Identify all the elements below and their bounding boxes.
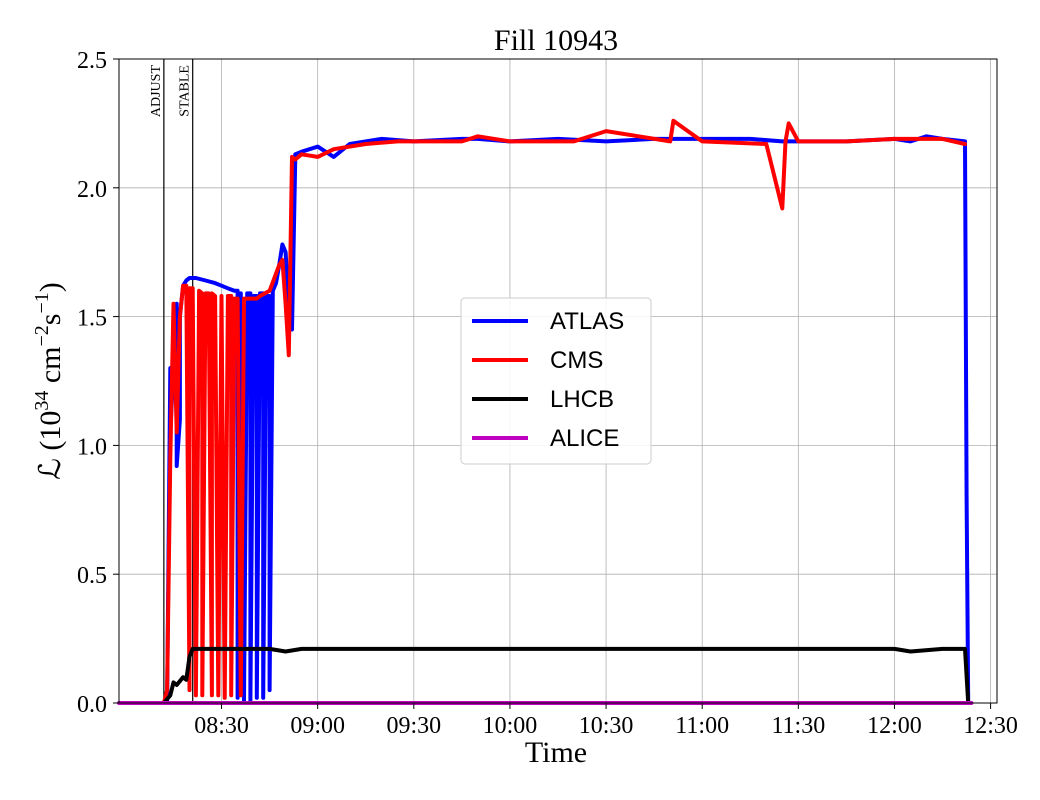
y-label-exp2: −2 xyxy=(31,325,53,346)
y-tick-label: 1.0 xyxy=(77,434,107,460)
x-tick-label: 10:30 xyxy=(579,713,634,739)
x-tick-label: 11:30 xyxy=(771,713,825,739)
x-tick-label: 12:00 xyxy=(867,713,922,739)
y-label-s: s xyxy=(34,314,67,326)
y-label-exp1: 34 xyxy=(31,391,53,411)
series-line-cms xyxy=(161,118,967,705)
plot-frame xyxy=(118,58,998,704)
y-tick-label: 1.5 xyxy=(77,306,107,332)
y-label-mid: cm xyxy=(34,346,67,390)
series-line-atlas xyxy=(165,134,971,705)
legend: ATLAS CMS LHCB ALICE xyxy=(460,297,652,465)
x-tick-label: 09:00 xyxy=(290,713,345,739)
marker-label-stable: STABLE xyxy=(178,65,193,117)
x-axis-label: Time xyxy=(525,736,587,769)
x-axis-ticks: 08:30 09:00 09:30 10:00 10:30 11:00 11:30 12:00… xyxy=(194,703,1018,739)
x-tick-label: 09:30 xyxy=(386,713,441,739)
marker-label-adjust: ADJUST xyxy=(149,65,164,118)
legend-label-lhcb: LHCB xyxy=(550,386,614,413)
legend-label-alice: ALICE xyxy=(550,425,619,452)
series-line-lhcb xyxy=(161,646,971,705)
y-label-exp3: −1 xyxy=(31,292,53,313)
y-tick-label: 0.0 xyxy=(77,692,107,718)
x-tick-label: 12:30 xyxy=(963,713,1018,739)
y-axis-ticks: 0.0 0.5 1.0 1.5 2.0 2.5 xyxy=(77,48,119,718)
legend-box xyxy=(460,297,652,465)
y-tick-label: 2.0 xyxy=(77,177,107,203)
y-label-close: ) xyxy=(34,282,67,292)
x-tick-label: 11:00 xyxy=(675,713,729,739)
x-tick-label: 10:00 xyxy=(483,713,538,739)
y-label-main: ℒ (10 xyxy=(34,411,67,480)
legend-label-cms: CMS xyxy=(550,347,603,374)
y-axis-label: ℒ (1034 cm−2s−1) xyxy=(31,282,67,480)
x-tick-label: 08:30 xyxy=(194,713,249,739)
chart-title: Fill 10943 xyxy=(494,24,618,57)
legend-entries: ATLAS CMS LHCB ALICE xyxy=(472,308,624,452)
legend-label-atlas: ATLAS xyxy=(550,308,624,335)
y-tick-label: 0.5 xyxy=(77,563,107,589)
y-tick-label: 2.5 xyxy=(77,48,107,74)
